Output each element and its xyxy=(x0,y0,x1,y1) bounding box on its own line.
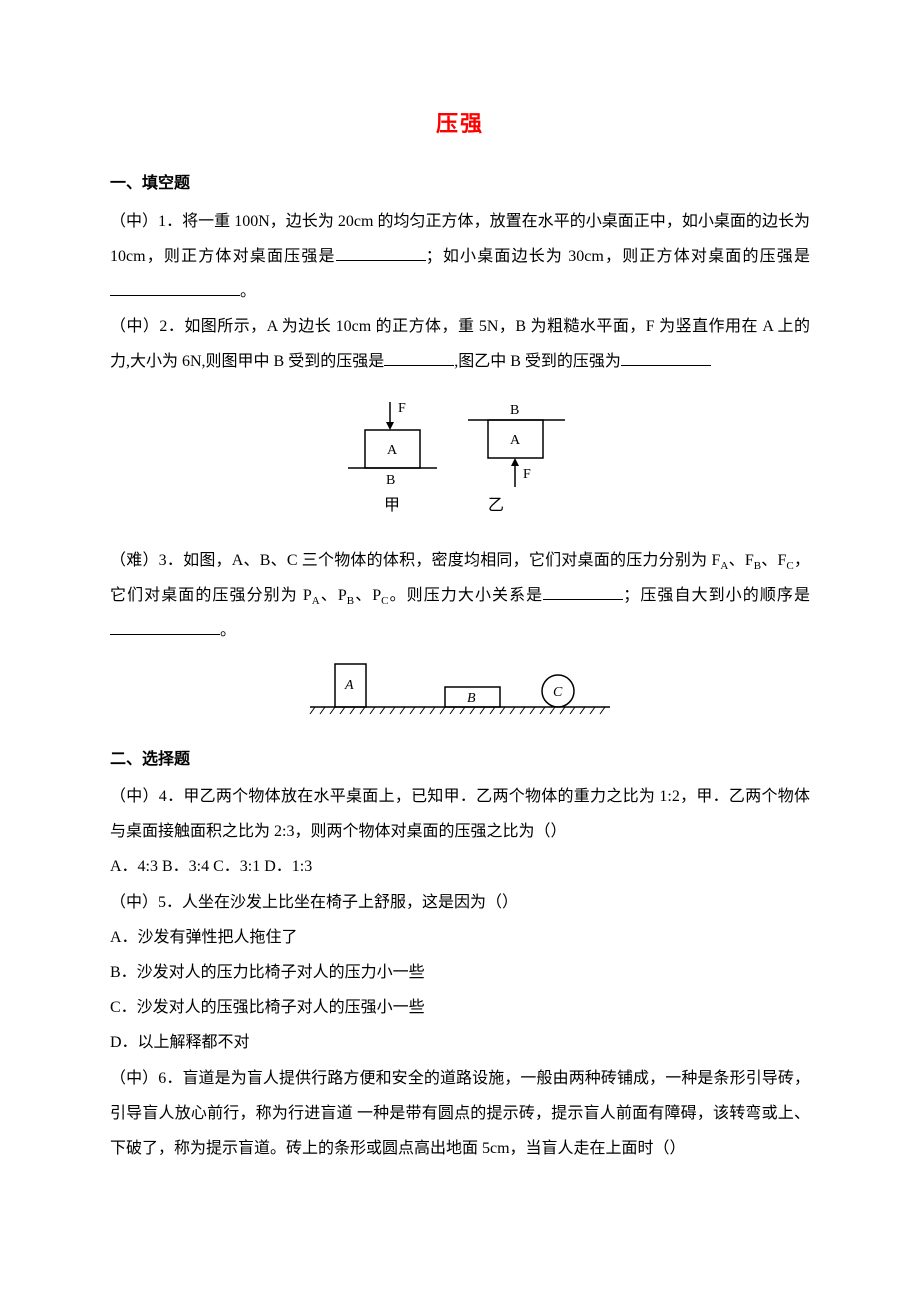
q3-diagram: A B C xyxy=(305,659,615,719)
question-1: （中）1．将一重 100N，边长为 20cm 的均匀正方体，放置在水平的小桌面正… xyxy=(110,204,810,310)
q5-option-c: C．沙发对人的压强比椅子对人的压强小一些 xyxy=(110,990,810,1025)
q1-text-3: 。 xyxy=(240,283,256,300)
question-2: （中）2．如图所示，A 为边长 10cm 的正方体，重 5N，B 为粗糙水平面，… xyxy=(110,309,810,379)
q2-diagram: F A B 甲 B A F 乙 xyxy=(340,390,580,520)
q3-sub-6: C xyxy=(381,595,388,607)
q3-sub-2: B xyxy=(754,560,761,572)
q3-sub-3: C xyxy=(786,560,793,572)
question-4: （中）4．甲乙两个物体放在水平桌面上，已知甲．乙两个物体的重力之比为 1:2，甲… xyxy=(110,779,810,849)
q3-text-5: 、P xyxy=(320,587,347,604)
q2-label-jia: 甲 xyxy=(384,497,400,514)
q3-sub-4: A xyxy=(312,595,320,607)
q3-label-B: B xyxy=(467,691,476,706)
q3-blank-2 xyxy=(110,619,220,635)
q2-label-A-right: A xyxy=(510,433,521,448)
section-choice: 二、选择题 xyxy=(110,742,810,777)
q2-label-F-right: F xyxy=(523,467,531,482)
q1-blank-2 xyxy=(110,280,240,296)
q5-option-d: D．以上解释都不对 xyxy=(110,1025,810,1060)
figure-q2: F A B 甲 B A F 乙 xyxy=(110,390,810,533)
q2-label-yi: 乙 xyxy=(488,497,504,514)
q2-blank-2 xyxy=(621,350,711,366)
q2-text-2: ,图乙中 B 受到的压强为 xyxy=(454,353,621,370)
q2-label-B-left: B xyxy=(386,473,395,488)
q3-text-2: 、F xyxy=(728,552,753,569)
q3-label-A: A xyxy=(344,678,354,693)
question-5: （中）5．人坐在沙发上比坐在椅子上舒服，这是因为（） xyxy=(110,885,810,920)
question-6: （中）6．盲道是为盲人提供行路方便和安全的道路设施，一般由两种砖铺成，一种是条形… xyxy=(110,1061,810,1167)
figure-q3: A B C xyxy=(110,659,810,732)
q3-text-7: 。则压力大小关系是 xyxy=(389,587,544,604)
q3-label-C: C xyxy=(553,685,563,700)
q3-text-8: ；压强自大到小的顺序是 xyxy=(623,587,810,604)
q4-options: A．4:3 B．3:4 C．3:1 D．1:3 xyxy=(110,849,810,884)
q5-option-a: A．沙发有弹性把人拖住了 xyxy=(110,920,810,955)
q3-text-3: 、F xyxy=(761,552,786,569)
q5-option-b: B．沙发对人的压力比椅子对人的压力小一些 xyxy=(110,955,810,990)
question-3: （难）3．如图，A、B、C 三个物体的体积，密度均相同，它们对桌面的压力分别为 … xyxy=(110,543,810,649)
q1-text-2: ；如小桌面边长为 30cm，则正方体对桌面的压强是 xyxy=(426,248,810,265)
section-fill-blank: 一、填空题 xyxy=(110,166,810,201)
q2-blank-1 xyxy=(384,350,454,366)
q2-label-A-left: A xyxy=(387,443,398,458)
q3-text-6: 、P xyxy=(354,587,381,604)
q1-blank-1 xyxy=(336,245,426,261)
q3-blank-1 xyxy=(543,584,623,600)
q2-label-F-left: F xyxy=(398,401,406,416)
q3-text-1: （难）3．如图，A、B、C 三个物体的体积，密度均相同，它们对桌面的压力分别为 … xyxy=(110,552,720,569)
page-title: 压强 xyxy=(110,100,810,148)
q3-text-9: 。 xyxy=(220,622,236,639)
q2-label-B-right: B xyxy=(510,403,519,418)
